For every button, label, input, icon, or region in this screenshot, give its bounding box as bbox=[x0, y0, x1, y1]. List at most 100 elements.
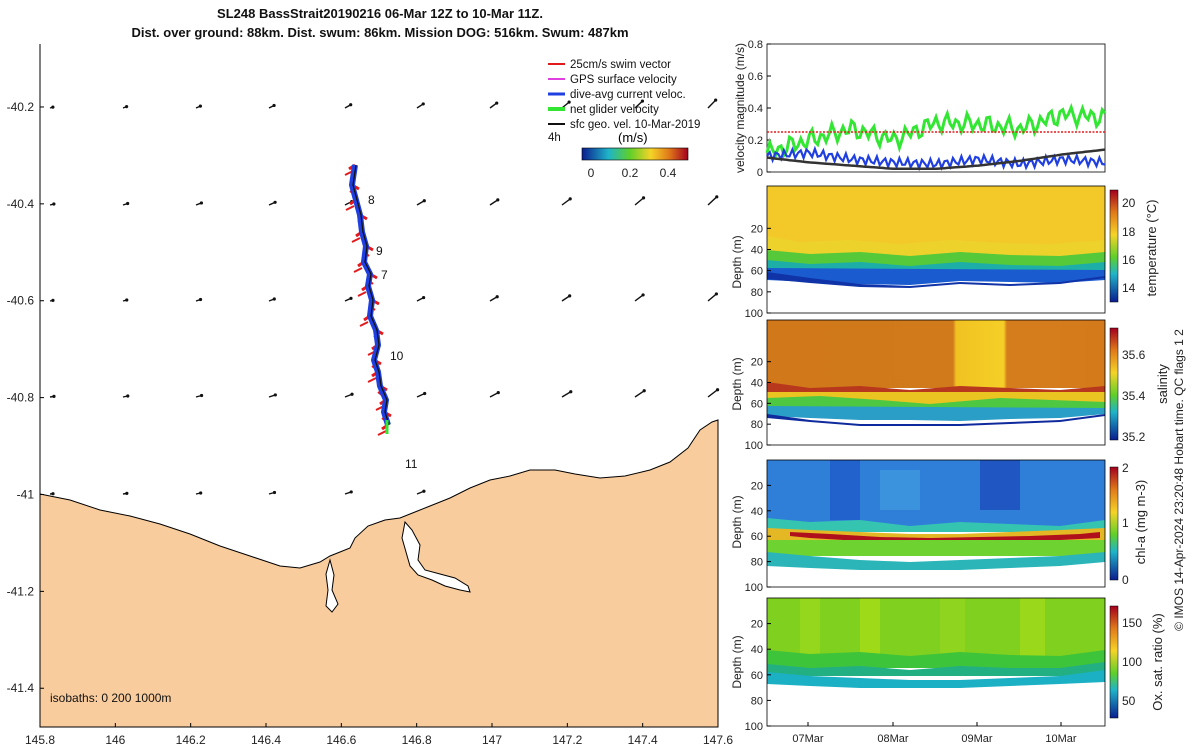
depth-tick-label: 20 bbox=[751, 357, 763, 369]
oxygen-upper-layer bbox=[767, 598, 1105, 660]
depth-tick-label: 100 bbox=[745, 308, 763, 320]
current-arrow-head bbox=[349, 296, 353, 300]
oxygen-cbar-tick-50: 50 bbox=[1122, 694, 1136, 708]
salinity-colorbar bbox=[1109, 327, 1119, 441]
map-x-tick-labels: 145.8 146 146.2 146.4 146.6 146.8 147 147.2 147.… bbox=[25, 723, 733, 747]
velocity-y-tick-label: 0.4 bbox=[748, 103, 763, 115]
surface-velocity-arrows bbox=[49, 98, 720, 496]
legend-label-net-velocity: net glider velocity bbox=[570, 104, 659, 116]
depth-tick-label: 60 bbox=[751, 266, 763, 278]
current-arrow-head bbox=[715, 388, 720, 392]
chla-upper-layer bbox=[767, 460, 1105, 528]
current-arrow-head bbox=[496, 198, 500, 202]
figure-title-line-2: Dist. over ground: 88km. Dist. swum: 86k… bbox=[131, 25, 629, 40]
day-label-9: 9 bbox=[376, 244, 383, 258]
map-x-tick-label: 146 bbox=[105, 733, 125, 747]
current-arrow-head bbox=[198, 297, 203, 302]
legend-label-geostrophic-velocity: sfc geo. vel. 10-Mar-2019 bbox=[570, 119, 700, 131]
current-arrow-head bbox=[52, 394, 56, 399]
velocity-series bbox=[765, 102, 1107, 172]
current-velocity-track bbox=[349, 164, 391, 426]
current-arrow-head bbox=[569, 390, 573, 394]
depth-tick-label: 60 bbox=[751, 398, 763, 410]
salinity-cbar-label: salinity bbox=[1155, 364, 1170, 404]
current-arrow-head bbox=[715, 195, 719, 199]
depth-tick-label: 60 bbox=[751, 531, 763, 543]
current-arrow bbox=[707, 196, 718, 206]
current-arrow-head bbox=[273, 393, 277, 397]
legend-item-net-velocity: net glider velocity bbox=[548, 104, 659, 116]
current-arrow-head bbox=[125, 105, 129, 109]
tasmania-land bbox=[39, 419, 719, 728]
chla-cbar-tick-1: 1 bbox=[1122, 516, 1129, 530]
current-arrow-head bbox=[568, 294, 572, 298]
legend-item-geostrophic-velocity: sfc geo. vel. 10-Mar-2019 bbox=[548, 119, 700, 131]
temperature-y-label: Depth (m) bbox=[730, 235, 744, 288]
velocity-panel: 0 0.2 0.4 0.6 0.8 velocity magnitude (m/s) bbox=[733, 39, 1107, 179]
depth-tick-label: 20 bbox=[751, 223, 763, 235]
velocity-axes-frame bbox=[766, 43, 1106, 173]
swim-vector bbox=[367, 377, 377, 383]
velocity-y-tick-labels: 0 0.2 0.4 0.6 0.8 bbox=[748, 39, 771, 179]
time-tick-label: 07Mar bbox=[792, 733, 824, 745]
legend-label-swim-vector: 25cm/s swim vector bbox=[570, 59, 671, 71]
map-x-tick-label: 146.6 bbox=[326, 733, 356, 747]
current-arrow-head bbox=[640, 99, 645, 103]
oxygen-y-label: Depth (m) bbox=[730, 635, 744, 688]
day-label-8: 8 bbox=[368, 193, 375, 207]
legend-label-current-velocity: dive-avg current veloc. bbox=[570, 89, 686, 101]
map-x-tick-label: 147 bbox=[482, 733, 502, 747]
current-arrow-head bbox=[272, 103, 276, 108]
swim-vector bbox=[353, 267, 363, 273]
swim-vector bbox=[359, 321, 369, 327]
legend-item-current-velocity: dive-avg current veloc. bbox=[548, 89, 686, 101]
map-x-tick-label: 147.4 bbox=[628, 733, 658, 747]
time-tick-label: 09Mar bbox=[961, 733, 993, 745]
chla-colorbar bbox=[1109, 466, 1119, 581]
oxygen-cbar-tick-150: 150 bbox=[1122, 616, 1142, 630]
current-arrow-head bbox=[422, 199, 426, 203]
glider-track bbox=[344, 163, 392, 436]
chla-panel: 20 40 60 80 100 Depth (m) 2 1 0 chl-a (mg m-… bbox=[730, 459, 1148, 594]
temperature-cbar-tick-16: 16 bbox=[1122, 253, 1136, 267]
current-arrow bbox=[634, 197, 644, 206]
salinity-cbar-tick-35-6: 35.6 bbox=[1122, 348, 1146, 362]
map-x-tick-label: 145.8 bbox=[25, 733, 55, 747]
chla-cbar-label: chl-a (mg m-3) bbox=[1133, 480, 1148, 565]
map-y-tick-label: -40.2 bbox=[7, 100, 35, 114]
current-arrow bbox=[707, 389, 718, 398]
credit-text: © IMOS 14-Apr-2024 23:20:48 Hobart time.… bbox=[1172, 329, 1186, 631]
oxygen-cbar-tick-100: 100 bbox=[1122, 655, 1142, 669]
depth-tick-label: 80 bbox=[751, 695, 763, 707]
current-arrow-head bbox=[52, 202, 56, 206]
salinity-depth-ticks: 20 40 60 80 100 bbox=[745, 357, 771, 452]
salinity-cbar-tick-35-4: 35.4 bbox=[1122, 389, 1146, 403]
current-arrow-head bbox=[641, 293, 645, 297]
temperature-colorbar bbox=[1109, 189, 1119, 303]
time-axis-tick-labels: 07Mar 08Mar 09Mar 10Mar bbox=[792, 722, 1077, 745]
depth-tick-label: 80 bbox=[751, 557, 763, 569]
current-arrow-head bbox=[198, 104, 202, 108]
day-label-10: 10 bbox=[390, 349, 404, 363]
current-arrow-head bbox=[199, 201, 204, 205]
depth-tick-label: 20 bbox=[751, 619, 763, 631]
depth-tick-label: 100 bbox=[745, 721, 763, 733]
salinity-upper-layer bbox=[767, 320, 1105, 388]
oxygen-cbar-label: Ox. sat. ratio (%) bbox=[1150, 613, 1165, 711]
current-arrow bbox=[707, 293, 717, 302]
velocity-series-line bbox=[766, 148, 1106, 171]
current-arrow-head bbox=[422, 489, 426, 493]
oxygen-axes-frame bbox=[766, 597, 1106, 727]
current-arrow bbox=[634, 294, 644, 302]
current-arrow bbox=[561, 198, 571, 206]
current-arrow-head bbox=[423, 391, 427, 396]
map-axes: 145.8 146 146.2 146.4 146.6 146.8 147 147.2 147.… bbox=[7, 44, 733, 747]
velocity-y-label: velocity magnitude (m/s) bbox=[733, 43, 747, 173]
current-arrow-head bbox=[272, 490, 277, 495]
current-arrow-head bbox=[126, 201, 130, 206]
current-arrow-head bbox=[349, 103, 353, 107]
depth-tick-label: 80 bbox=[751, 419, 763, 431]
current-arrow bbox=[634, 100, 643, 109]
map-y-tick-labels: -40.2 -40.4 -40.6 -40.8 -41 -41.2 -41.4 bbox=[7, 100, 44, 695]
